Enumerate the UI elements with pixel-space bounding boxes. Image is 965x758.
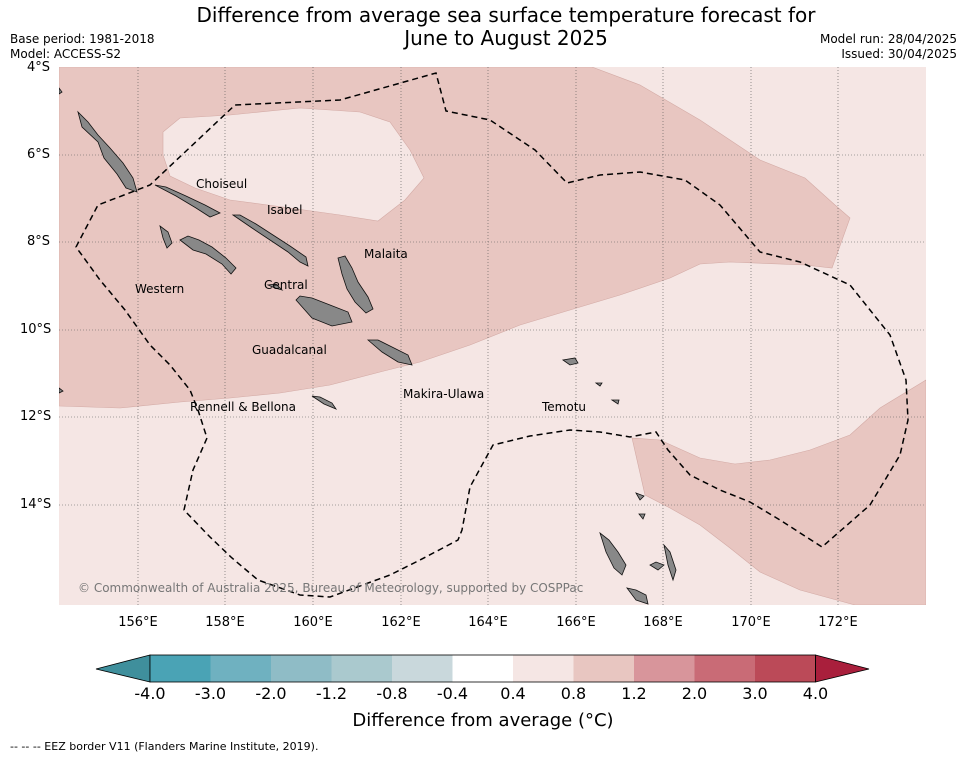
vanuatu-island-1: [599, 531, 627, 576]
colorbar-label: 0.4: [500, 684, 526, 703]
region-label-isabel: Isabel: [267, 203, 303, 217]
base-period: Base period: 1981-2018: [10, 32, 155, 46]
title-line-2: June to August 2025: [404, 26, 608, 50]
colorbar-label: 3.0: [742, 684, 768, 703]
colorbar-bin: [694, 655, 755, 682]
colorbar-bin: [150, 655, 211, 682]
colorbar-label: -0.4: [436, 684, 469, 703]
choiseul-island: [77, 110, 138, 193]
colorbar-label: -3.0: [194, 684, 227, 703]
lat-label-10s: 10°S: [20, 322, 52, 337]
colorbar-label: 2.0: [681, 684, 708, 703]
copyright-notice: © Commonwealth of Australia 2025, Bureau…: [78, 581, 584, 595]
eez-border: [75, 72, 909, 598]
anomaly-patch-light: [162, 107, 425, 222]
guadalcanal-island: [295, 295, 353, 327]
colorbar-bin: [634, 655, 695, 682]
anomaly-band-southeast: [631, 379, 926, 605]
colorbar-label: -4.0: [134, 684, 166, 703]
lat-label-12s: 12°S: [20, 409, 52, 424]
region-label-temotu: Temotu: [542, 400, 587, 414]
colorbar-title: Difference from average (°C): [352, 710, 614, 731]
colorbar-label: 4.0: [802, 684, 829, 703]
colorbar-extend-low: [95, 654, 151, 683]
vanuatu-island-5: [635, 492, 645, 501]
region-label-malaita: Malaita: [364, 247, 408, 261]
vanuatu-island-3: [663, 543, 677, 582]
colorbar-bin: [755, 655, 816, 682]
colorbar-bin: [452, 655, 513, 682]
central-island: [266, 283, 284, 291]
region-label-guadalcanal: Guadalcanal: [252, 343, 327, 357]
colorbar-label: -2.0: [255, 684, 287, 703]
colorbar-outline: [149, 654, 816, 683]
santa-isabel-island: [154, 184, 221, 218]
meta-left: Base period: 1981-2018 Model: ACCESS-S2: [10, 32, 155, 62]
colorbar-label: -1.2: [315, 684, 348, 703]
colorbar-bin: [271, 655, 332, 682]
vella-lavella-island: [159, 225, 173, 249]
vanuatu-island-2: [626, 587, 649, 605]
vanuatu-island-6: [638, 513, 646, 520]
meta-right: Model run: 28/04/2025 Issued: 30/04/2025: [820, 32, 957, 62]
new-georgia-island: [179, 235, 237, 275]
colorbar-bin: [573, 655, 634, 682]
eez-legend-note: -- -- -- EEZ border V11 (Flanders Marine…: [10, 740, 319, 753]
temotu-island-3: [610, 399, 620, 405]
lon-label-160e: 160°E: [293, 615, 333, 630]
lat-label-8s: 8°S: [26, 234, 50, 249]
lon-label-168e: 168°E: [643, 615, 683, 630]
small-island-west-2: [59, 387, 64, 394]
lat-label-4s: 4°S: [26, 60, 50, 75]
lon-label-156e: 156°E: [118, 615, 158, 630]
lon-label-170e: 170°E: [731, 615, 771, 630]
lon-label-172e: 172°E: [818, 615, 858, 630]
model-name: Model: ACCESS-S2: [10, 47, 122, 61]
region-label-rennell-bellona: Rennell & Bellona: [190, 400, 297, 414]
colorbar-bin: [513, 655, 574, 682]
lon-label-164e: 164°E: [468, 615, 508, 630]
map-area: [59, 67, 926, 605]
colorbar-extend-high: [815, 654, 870, 683]
model-run: Model run: 28/04/2025: [819, 32, 957, 46]
lat-label-14s: 14°S: [20, 497, 52, 512]
colorbar-bin: [210, 655, 271, 682]
colorbar-label: 1.2: [621, 684, 647, 703]
colorbar-bin: [331, 655, 392, 682]
region-label-choiseul: Choiseul: [196, 177, 248, 191]
malaita-island: [337, 255, 374, 314]
rennell-island: [311, 395, 338, 410]
region-label-makira-ulawa: Makira-Ulawa: [403, 387, 485, 401]
colorbar: [95, 654, 870, 683]
makira-island: [366, 339, 413, 366]
colorbar-label: 0.8: [560, 684, 587, 703]
region-label-central: Central: [264, 278, 308, 292]
lon-label-166e: 166°E: [556, 615, 596, 630]
small-island-west: [59, 87, 63, 95]
temotu-island-1: [561, 357, 579, 366]
lon-label-158e: 158°E: [205, 615, 245, 630]
issued-date: Issued: 30/04/2025: [841, 47, 957, 61]
lon-label-162e: 162°E: [381, 615, 421, 630]
temotu-island-2: [594, 382, 603, 387]
chart-title: Difference from average sea surface temp…: [0, 4, 965, 50]
colorbar-bin: [392, 655, 453, 682]
colorbar-label: -0.8: [376, 684, 408, 703]
region-label-western: Western: [135, 282, 185, 296]
isabel-main-island: [231, 214, 309, 267]
lat-label-6s: 6°S: [26, 147, 50, 162]
islands: [59, 87, 677, 605]
vanuatu-island-4: [649, 561, 665, 571]
title-line-1: Difference from average sea surface temp…: [196, 3, 816, 27]
